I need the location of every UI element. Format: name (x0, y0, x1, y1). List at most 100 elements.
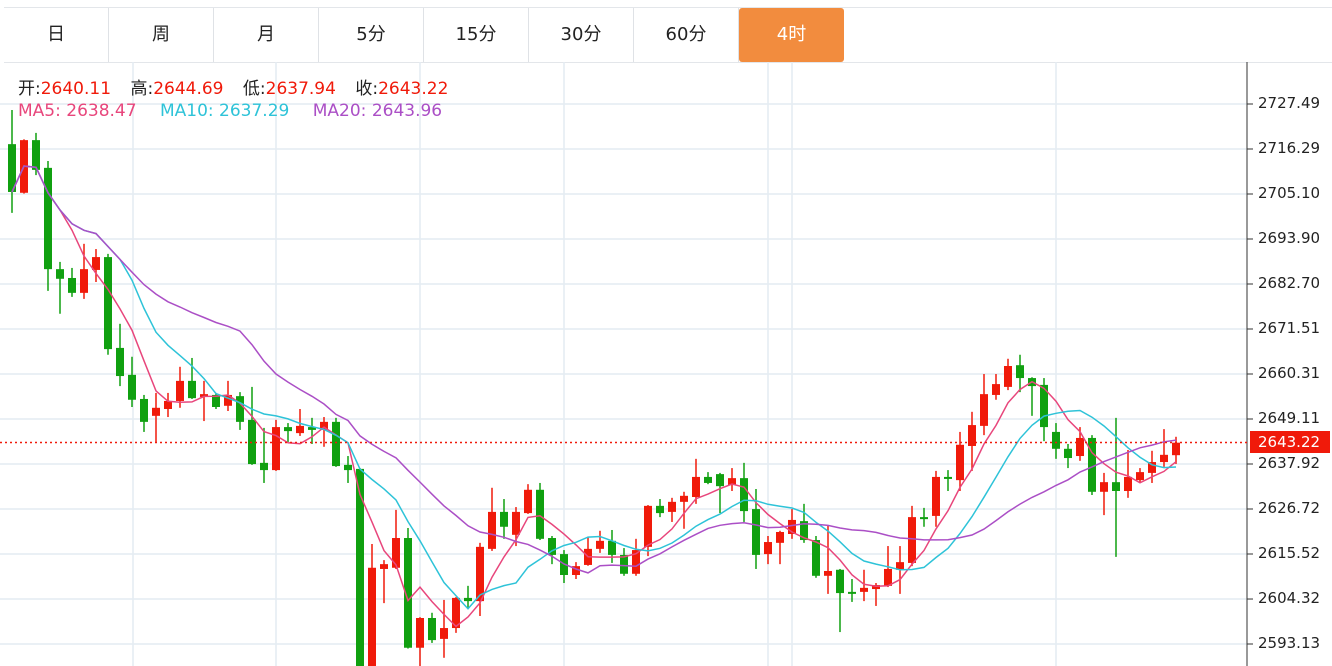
candle (368, 544, 376, 666)
candle (248, 386, 256, 465)
candle (1136, 468, 1144, 483)
candle (584, 536, 592, 566)
candle-body (176, 380, 184, 401)
candle (920, 507, 928, 527)
candle (536, 482, 544, 541)
ma5-value: 2638.47 (66, 101, 137, 121)
y-tick-label: 2727.49 (1258, 94, 1321, 112)
candle-body (932, 476, 940, 516)
candle (776, 530, 784, 565)
tab-day[interactable]: 日 (4, 8, 109, 62)
y-tick-label: 2682.70 (1258, 274, 1321, 292)
candle (572, 562, 580, 580)
candle (1100, 472, 1108, 516)
ma20-label: MA20: (312, 101, 367, 121)
candle (764, 536, 772, 565)
ma10-legend: MA10: 2637.29 (160, 101, 289, 121)
candle (944, 470, 952, 491)
tab-60min[interactable]: 60分 (634, 8, 739, 62)
ma5-line (11, 165, 1177, 628)
candle (1160, 429, 1168, 467)
candle-body (164, 400, 172, 410)
candle (464, 585, 472, 608)
y-tick-label: 2649.11 (1258, 409, 1321, 427)
candle (824, 525, 832, 594)
candle (1004, 358, 1012, 391)
candle-body (656, 505, 664, 514)
candle (632, 538, 640, 576)
tab-15min[interactable]: 15分 (424, 8, 529, 62)
candle-body (200, 394, 208, 397)
candle (740, 462, 748, 522)
candle (308, 417, 316, 444)
tab-5min[interactable]: 5分 (319, 8, 424, 62)
candle-body (32, 140, 40, 170)
tab-4hour[interactable]: 4时 (739, 8, 844, 62)
low-label: 低: (242, 79, 266, 99)
candle-body (1136, 472, 1144, 481)
candle-body (980, 394, 988, 426)
ma20-line (11, 165, 1177, 574)
candle-body (992, 384, 1000, 395)
candle (224, 380, 232, 412)
candle (1172, 436, 1180, 464)
candle-body (188, 380, 196, 399)
candle-body (968, 425, 976, 446)
y-tick-label: 2693.90 (1258, 229, 1321, 247)
candle-body (1160, 454, 1168, 463)
candle-body (788, 519, 796, 534)
candle-body (416, 617, 424, 648)
candle (140, 394, 148, 432)
y-tick-label: 2593.13 (1258, 634, 1321, 652)
candle (200, 380, 208, 422)
candle (500, 499, 508, 539)
candle (56, 261, 64, 314)
candle (356, 468, 364, 666)
candle (1064, 443, 1072, 469)
candle-body (464, 597, 472, 602)
grid (0, 62, 1247, 666)
y-tick-label: 2604.32 (1258, 589, 1321, 608)
tab-30min[interactable]: 30分 (529, 8, 634, 62)
candle-body (56, 269, 64, 279)
candle (404, 527, 412, 649)
candle-body (476, 546, 484, 602)
low-value: 2637.94 (265, 79, 336, 99)
candle (560, 550, 568, 584)
candle-body (764, 542, 772, 555)
tab-month[interactable]: 月 (214, 8, 319, 62)
candle (92, 249, 100, 283)
candle (380, 560, 388, 604)
y-tick-label: 2705.10 (1258, 183, 1321, 202)
ma20-value: 2643.96 (371, 101, 443, 121)
candle-body (728, 478, 736, 485)
candle (320, 417, 328, 447)
candle-body (8, 144, 16, 192)
candle-body (80, 269, 88, 293)
candle-body (68, 277, 76, 293)
candle-body (152, 407, 160, 416)
candle (272, 419, 280, 471)
candle-body (848, 591, 856, 594)
tab-week[interactable]: 周 (109, 8, 214, 62)
candle-body (272, 427, 280, 471)
candle-body (392, 538, 400, 568)
candle (428, 612, 436, 643)
moving-averages (11, 165, 1177, 628)
candle (992, 374, 1000, 400)
ma5-label: MA5: (18, 101, 61, 121)
candle-body (440, 628, 448, 639)
candle (788, 509, 796, 539)
candle-body (908, 517, 916, 563)
candle-body (1112, 482, 1120, 491)
candle-body (368, 567, 376, 666)
candle-body (1172, 442, 1180, 456)
candle-body (1124, 476, 1132, 491)
candle-body (1064, 448, 1072, 459)
candle (152, 392, 160, 442)
candle-body (44, 167, 52, 270)
period-tabs: 日 周 月 5分 15分 30分 60分 4时 (4, 7, 1332, 63)
candle (1124, 450, 1132, 498)
candle-body (344, 464, 352, 471)
